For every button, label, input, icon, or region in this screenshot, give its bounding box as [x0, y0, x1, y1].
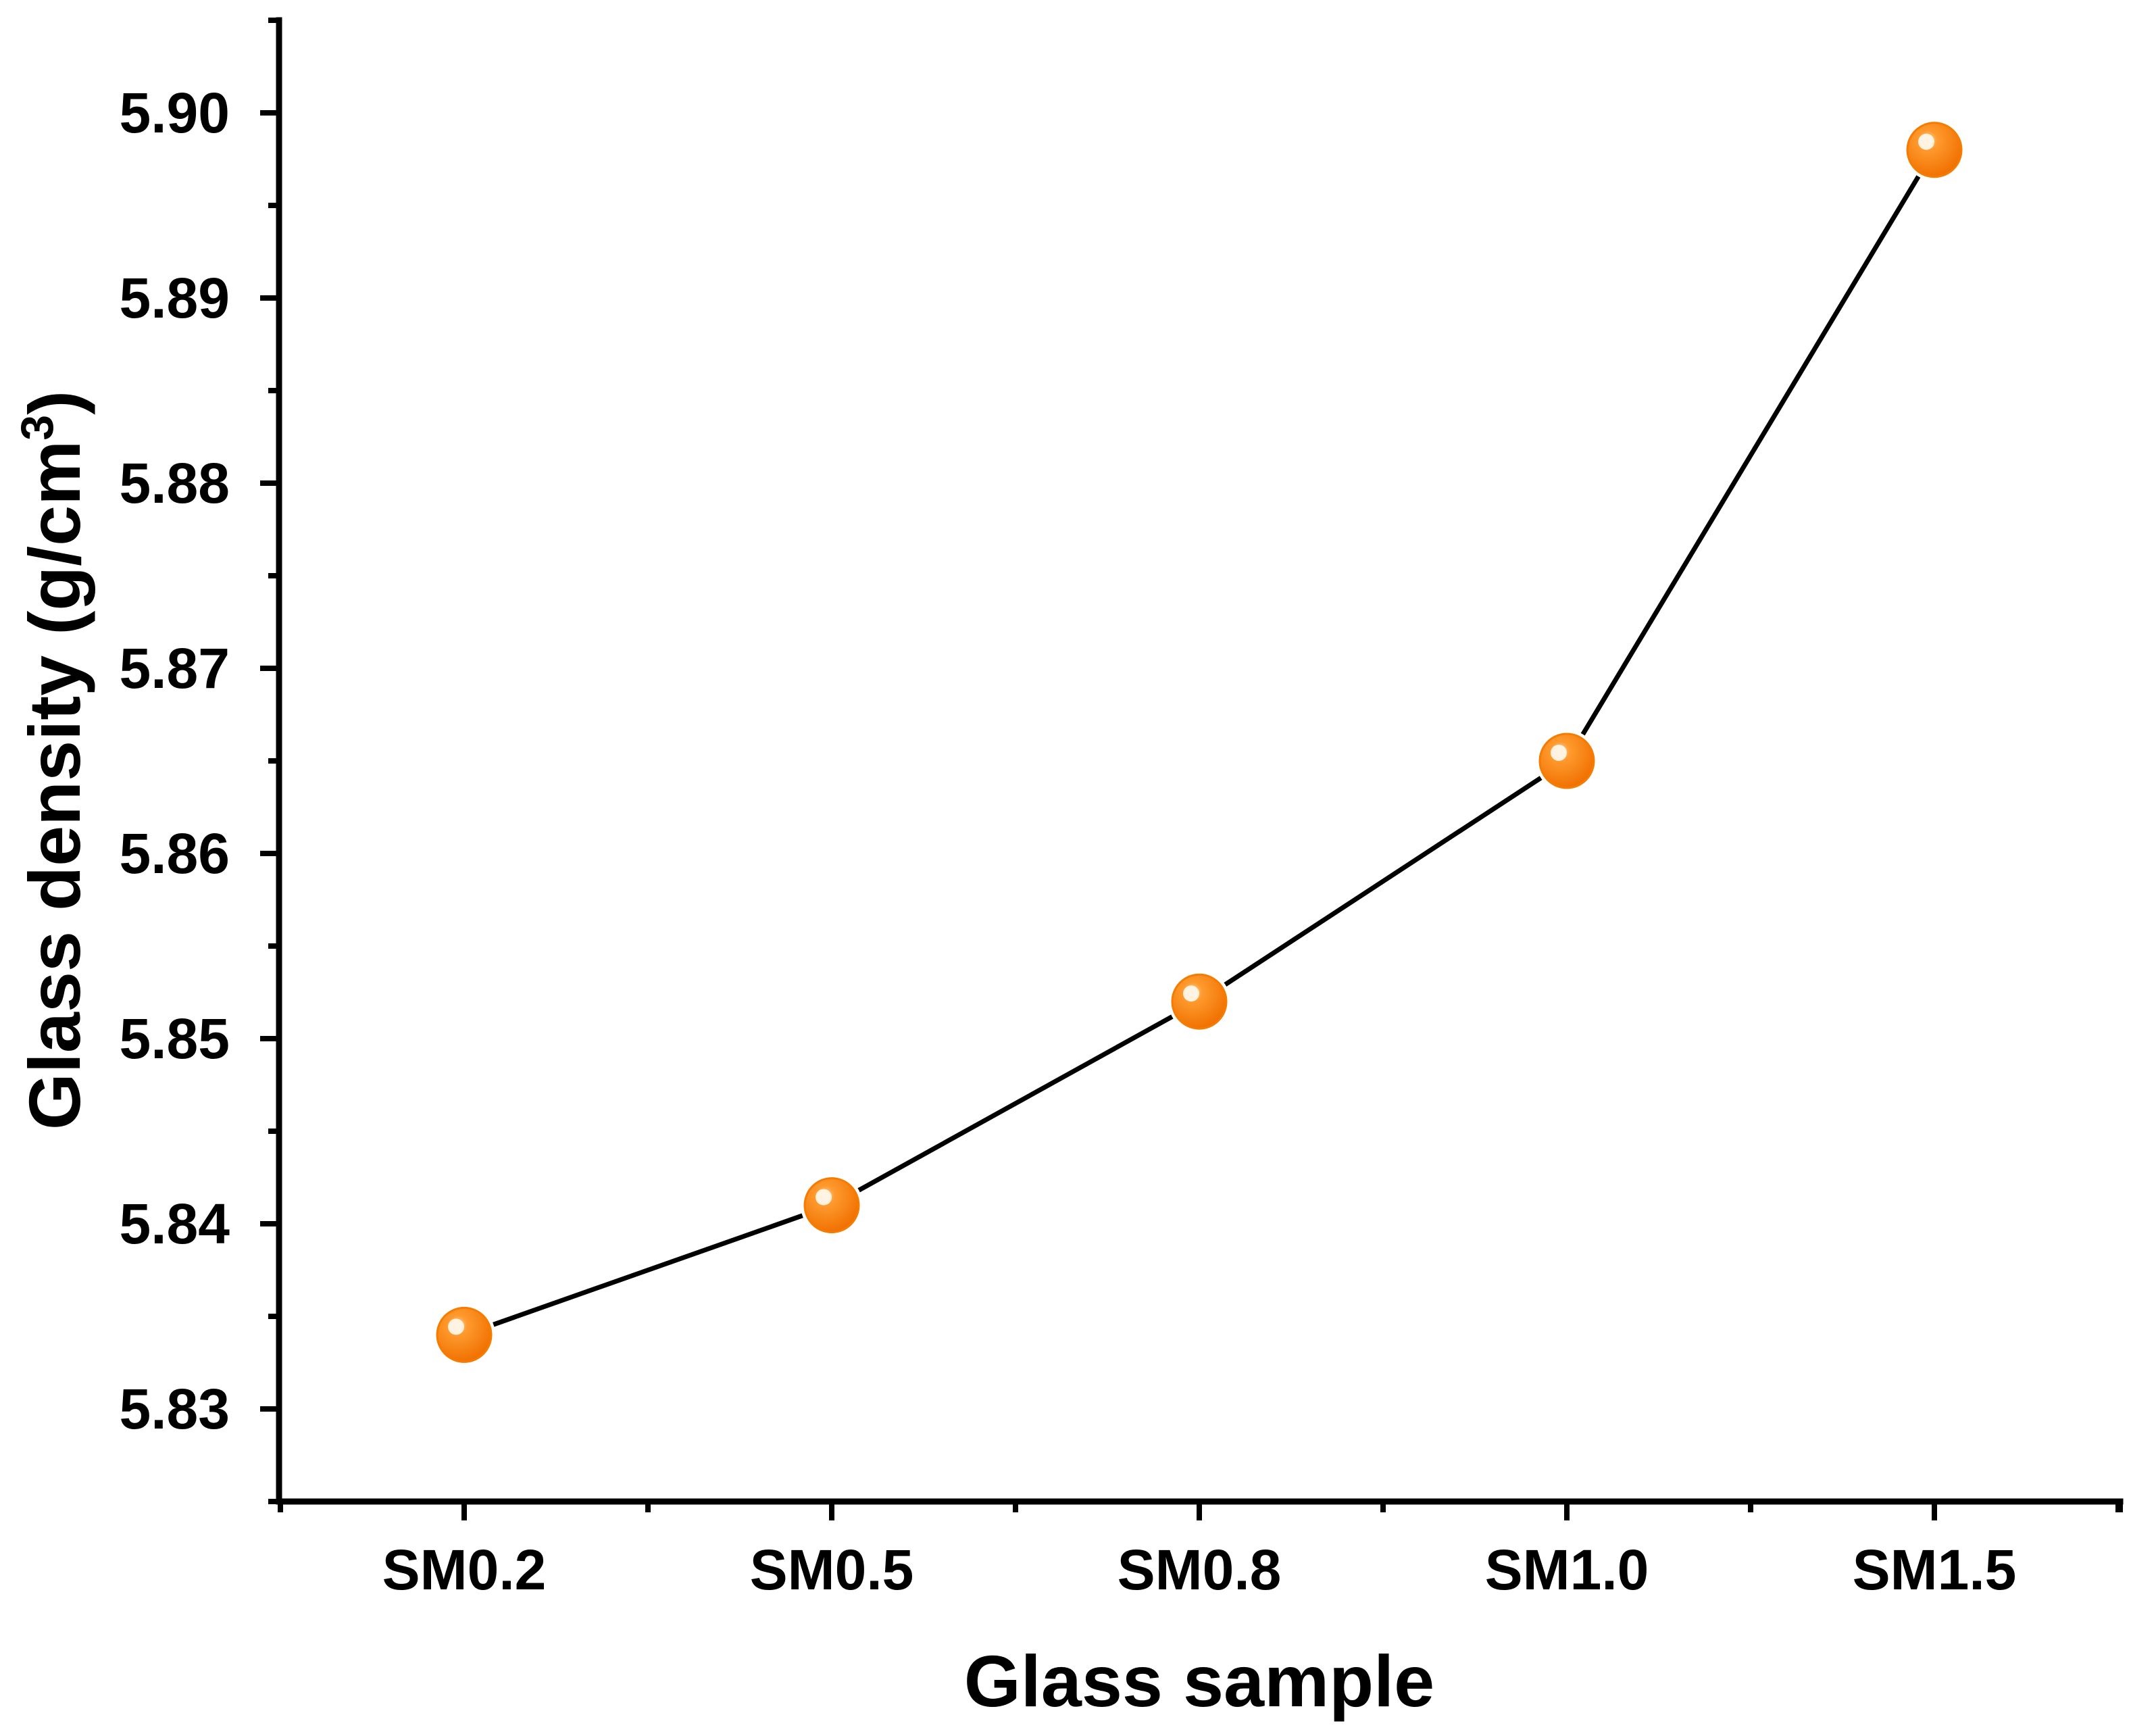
data-point-highlight — [1551, 745, 1567, 761]
density-series — [463, 148, 1936, 1337]
data-point-sphere — [803, 1177, 860, 1234]
data-point-sphere — [1538, 733, 1595, 789]
y-tick-label: 5.87 — [120, 637, 230, 700]
data-point-highlight — [1918, 133, 1934, 150]
y-axis-title-main: Glass density (g/cm — [14, 441, 95, 1130]
density-line — [463, 148, 1936, 1337]
x-tick-label: SM1.5 — [1853, 1538, 2017, 1602]
data-point-highlight — [448, 1318, 464, 1335]
data-point — [801, 1174, 863, 1237]
y-axis-title: Glass density (g/cm3) — [11, 391, 95, 1130]
data-point — [1536, 730, 1598, 792]
data-point-highlight — [1183, 985, 1199, 1002]
x-tick-label: SM0.8 — [1118, 1538, 1282, 1602]
y-tick-label: 5.90 — [120, 81, 230, 145]
y-tick-label: 5.89 — [120, 266, 230, 330]
data-point — [1903, 118, 1965, 181]
y-tick-label: 5.86 — [120, 822, 230, 885]
y-tick-label: 5.84 — [120, 1192, 230, 1256]
data-point-sphere — [1906, 122, 1963, 178]
data-point — [1168, 970, 1230, 1033]
data-point-sphere — [1171, 973, 1228, 1030]
data-point — [433, 1304, 495, 1366]
x-tick-label: SM1.0 — [1485, 1538, 1649, 1602]
x-tick-label: SM0.2 — [382, 1538, 547, 1602]
data-point-sphere — [436, 1306, 493, 1363]
y-axis-title-superscript: 3 — [11, 415, 63, 441]
data-markers — [433, 118, 1965, 1366]
y-axis-title-close: ) — [14, 391, 95, 415]
y-tick-label: 5.85 — [120, 1007, 230, 1070]
y-tick-label: 5.83 — [120, 1377, 230, 1441]
x-axis-ticks: SM0.2 SM0.5 SM0.8 SM1.0 SM1.5 — [278, 1502, 2123, 1602]
data-point-highlight — [816, 1189, 832, 1206]
y-axis-ticks: 5.83 5.84 5.85 5.86 5.87 5.88 5.89 5.90 — [120, 18, 279, 1504]
x-tick-label: SM0.5 — [750, 1538, 914, 1602]
x-axis-title: Glass sample — [964, 1640, 1434, 1722]
y-tick-label: 5.88 — [120, 451, 230, 515]
